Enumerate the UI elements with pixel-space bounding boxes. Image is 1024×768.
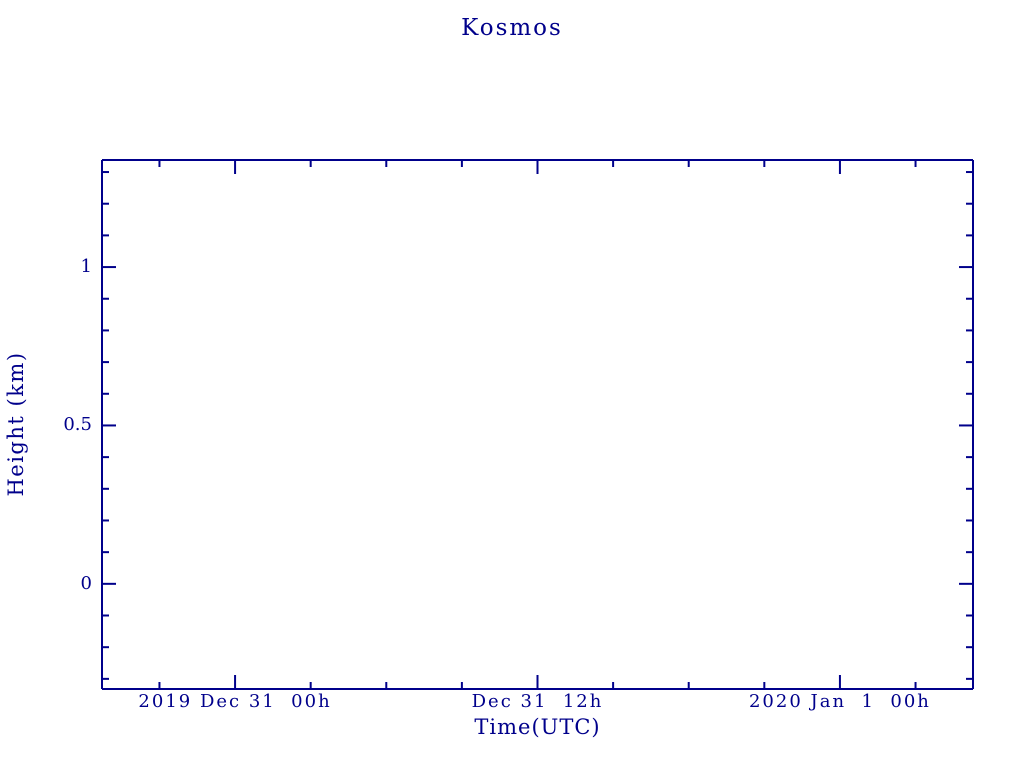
y-tick-label: 0.5 — [63, 414, 92, 436]
y-tick-label: 0 — [80, 572, 92, 594]
x-tick-label: Dec 31 12h — [471, 691, 604, 712]
y-tick-label: 1 — [80, 256, 92, 278]
x-tick-label: 2019 Dec 31 00h — [138, 691, 332, 712]
x-axis-title: Time(UTC) — [474, 715, 601, 739]
chart-title: Kosmos — [461, 15, 563, 41]
x-tick-label: 2020 Jan 1 00h — [748, 691, 931, 712]
